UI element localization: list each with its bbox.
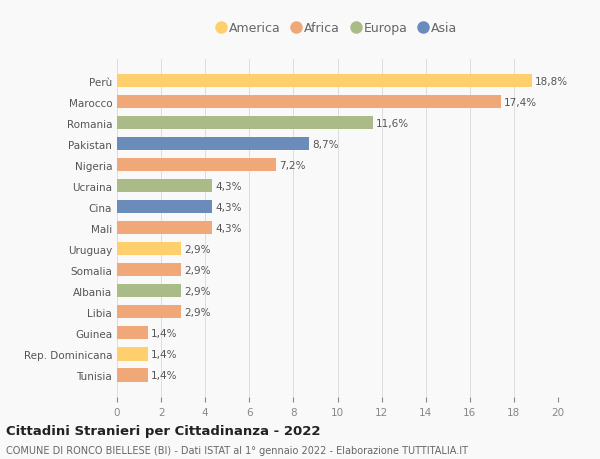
Bar [117, 348, 148, 361]
Text: 1,4%: 1,4% [151, 370, 178, 380]
Bar [117, 117, 373, 130]
Text: 11,6%: 11,6% [376, 118, 409, 129]
Text: 2,9%: 2,9% [184, 286, 211, 296]
Bar [117, 75, 532, 88]
Text: 7,2%: 7,2% [279, 161, 305, 170]
Legend: America, Africa, Europa, Asia: America, Africa, Europa, Asia [217, 22, 458, 35]
Bar [117, 180, 212, 193]
Bar [117, 327, 148, 340]
Text: 8,7%: 8,7% [312, 140, 338, 150]
Bar [117, 243, 181, 256]
Text: Cittadini Stranieri per Cittadinanza - 2022: Cittadini Stranieri per Cittadinanza - 2… [6, 424, 320, 437]
Bar [117, 138, 309, 151]
Text: 4,3%: 4,3% [215, 181, 242, 191]
Text: 2,9%: 2,9% [184, 244, 211, 254]
Bar [117, 369, 148, 382]
Text: 2,9%: 2,9% [184, 307, 211, 317]
Text: COMUNE DI RONCO BIELLESE (BI) - Dati ISTAT al 1° gennaio 2022 - Elaborazione TUT: COMUNE DI RONCO BIELLESE (BI) - Dati IST… [6, 446, 468, 455]
Bar [117, 96, 500, 109]
Bar [117, 201, 212, 214]
Text: 4,3%: 4,3% [215, 224, 242, 233]
Text: 4,3%: 4,3% [215, 202, 242, 213]
Text: 17,4%: 17,4% [504, 97, 537, 107]
Bar [117, 159, 276, 172]
Text: 1,4%: 1,4% [151, 328, 178, 338]
Bar [117, 285, 181, 298]
Bar [117, 222, 212, 235]
Text: 2,9%: 2,9% [184, 265, 211, 275]
Text: 1,4%: 1,4% [151, 349, 178, 359]
Bar [117, 264, 181, 277]
Text: 18,8%: 18,8% [535, 77, 568, 86]
Bar [117, 306, 181, 319]
